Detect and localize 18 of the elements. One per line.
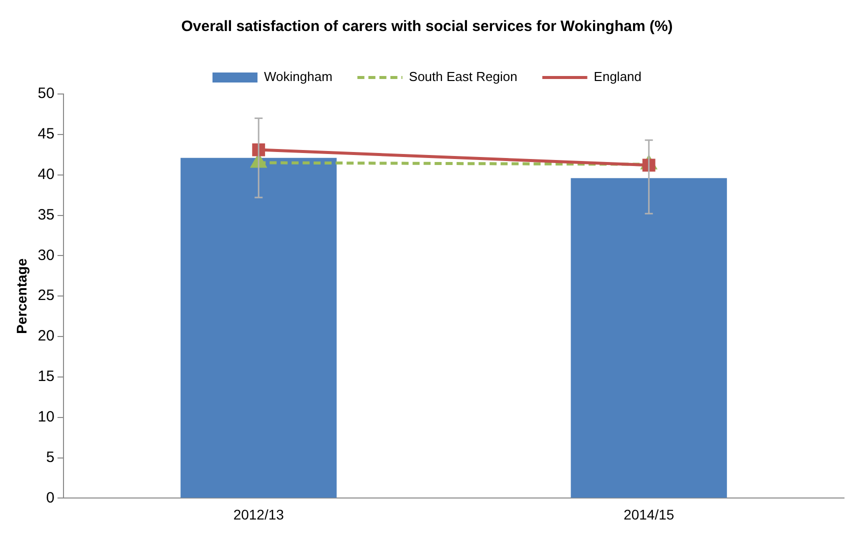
y-axis-title: Percentage	[13, 258, 30, 334]
y-tick-label: 25	[38, 287, 54, 304]
y-tick-label: 30	[38, 246, 54, 264]
y-tick-label: 20	[38, 328, 54, 345]
legend-label: Wokingham	[264, 69, 332, 84]
legend-label: England	[594, 69, 642, 84]
y-tick-label: 40	[38, 166, 54, 183]
legend-label: South East Region	[408, 69, 518, 84]
x-tick-label: 2012/13	[233, 506, 284, 522]
y-tick-label: 5	[46, 448, 54, 466]
y-tick-label: 0	[46, 489, 54, 506]
x-tick-label: 2014/15	[624, 506, 674, 522]
y-tick-label: 35	[38, 206, 54, 224]
y-tick-label: 50	[38, 85, 54, 102]
chart-title: Overall satisfaction of carers with social services for Wokingham (%)	[181, 18, 673, 36]
y-tick-label: 45	[38, 126, 54, 143]
y-tick-label: 15	[38, 368, 54, 386]
y-tick-label: 10	[38, 408, 54, 426]
